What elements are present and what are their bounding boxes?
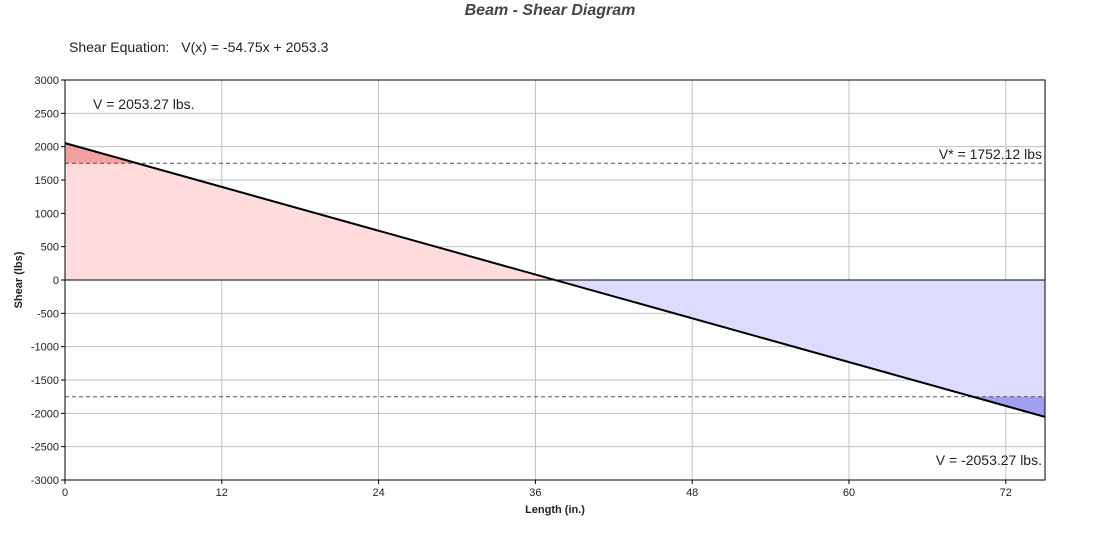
y-tick-label: 2500: [35, 108, 59, 120]
y-tick-label: -2500: [31, 442, 59, 454]
reference-line-label: V* = 1752.12 lbs: [939, 146, 1042, 162]
y-tick-label: -1500: [31, 375, 59, 387]
x-axis-label: Length (in.): [525, 504, 585, 516]
y-tick-label: -3000: [31, 475, 59, 487]
x-tick-label: 12: [216, 487, 228, 499]
y-tick-label: -500: [37, 308, 59, 320]
y-tick-label: 0: [53, 275, 59, 287]
start-shear-annotation: V = 2053.27 lbs.: [93, 96, 195, 112]
x-tick-label: 48: [686, 487, 698, 499]
x-tick-label: 60: [843, 487, 855, 499]
y-axis-label: Shear (lbs): [13, 251, 25, 308]
shear-equation-text: V(x) = -54.75x + 2053.3: [181, 39, 329, 55]
x-tick-label: 72: [1000, 487, 1012, 499]
shear-line: [64, 142, 1046, 418]
y-tick-label: 1000: [35, 208, 59, 220]
chart-title: Beam - Shear Diagram: [464, 2, 636, 19]
y-tick-label: -1000: [31, 342, 59, 354]
x-tick-label: 36: [529, 487, 541, 499]
x-tick-label: 24: [372, 487, 384, 499]
y-tick-label: 1500: [35, 175, 59, 187]
shear-equation: Shear Equation: V(x) = -54.75x + 2053.3: [69, 39, 328, 55]
shear-equation-label: Shear Equation:: [69, 39, 170, 55]
x-tick-label: 0: [62, 487, 68, 499]
y-tick-label: -2000: [31, 408, 59, 420]
y-tick-label: 2000: [35, 142, 59, 154]
y-tick-label: 500: [41, 242, 59, 254]
y-tick-label: 3000: [35, 75, 59, 87]
end-shear-annotation: V = -2053.27 lbs.: [936, 452, 1042, 468]
